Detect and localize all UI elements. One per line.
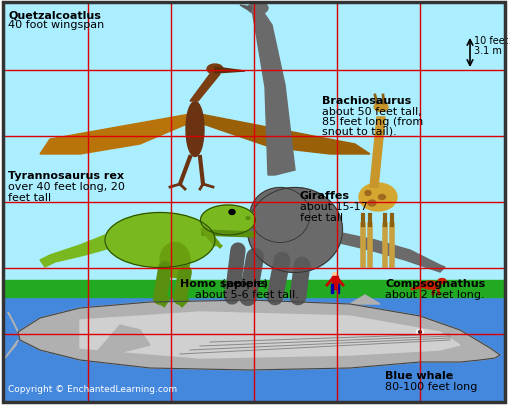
- Ellipse shape: [201, 205, 256, 235]
- Bar: [5, 280, 503, 297]
- Text: Giraffes: Giraffes: [300, 190, 350, 200]
- Ellipse shape: [247, 188, 342, 273]
- Ellipse shape: [417, 330, 424, 335]
- Bar: [5, 297, 503, 400]
- Ellipse shape: [365, 191, 371, 196]
- Text: over 40 feet long, 20: over 40 feet long, 20: [8, 181, 125, 192]
- Ellipse shape: [438, 279, 446, 284]
- Text: Homo sapiens: Homo sapiens: [180, 278, 268, 288]
- Text: 85 feet long (from: 85 feet long (from: [322, 117, 423, 127]
- Ellipse shape: [374, 103, 388, 112]
- Bar: [331, 284, 333, 293]
- Polygon shape: [340, 233, 445, 272]
- Ellipse shape: [105, 213, 215, 268]
- Polygon shape: [370, 118, 385, 188]
- Bar: [332, 276, 338, 289]
- Ellipse shape: [246, 217, 250, 220]
- Polygon shape: [202, 230, 255, 237]
- Text: Quetzalcoatlus: Quetzalcoatlus: [8, 10, 101, 20]
- Text: about 5-6 feet tall.: about 5-6 feet tall.: [195, 289, 299, 299]
- Text: 40 foot wingspan: 40 foot wingspan: [8, 20, 104, 30]
- Polygon shape: [18, 300, 500, 370]
- Ellipse shape: [250, 188, 310, 243]
- Text: feet tall: feet tall: [8, 192, 51, 202]
- Text: about 2 feet long.: about 2 feet long.: [385, 289, 485, 299]
- Ellipse shape: [186, 102, 204, 157]
- Text: Brachiosaurus: Brachiosaurus: [322, 96, 411, 106]
- Ellipse shape: [419, 331, 422, 334]
- Polygon shape: [40, 115, 190, 155]
- Text: about 50 feet tall,: about 50 feet tall,: [322, 107, 422, 117]
- Bar: [5, 5, 503, 280]
- Text: 80-100 feet long: 80-100 feet long: [385, 381, 478, 391]
- Polygon shape: [350, 295, 380, 304]
- Ellipse shape: [229, 210, 235, 215]
- Text: Tyrannosaurus rex: Tyrannosaurus rex: [8, 171, 124, 181]
- Text: feet tall: feet tall: [300, 213, 343, 222]
- Ellipse shape: [378, 195, 386, 200]
- Ellipse shape: [207, 65, 223, 75]
- Text: 10 feet: 10 feet: [474, 36, 508, 46]
- Text: Copyright © EnchantedLearning.com: Copyright © EnchantedLearning.com: [8, 384, 177, 393]
- Text: Compsognathus: Compsognathus: [385, 278, 485, 288]
- Polygon shape: [190, 75, 220, 102]
- Ellipse shape: [160, 243, 190, 278]
- Polygon shape: [8, 312, 18, 332]
- Ellipse shape: [359, 183, 397, 211]
- Text: Blue whale: Blue whale: [385, 370, 453, 380]
- Text: about 15-17: about 15-17: [300, 202, 368, 211]
- Polygon shape: [252, 11, 295, 175]
- Bar: [337, 284, 339, 293]
- Polygon shape: [90, 325, 150, 360]
- Polygon shape: [80, 312, 460, 358]
- Polygon shape: [5, 340, 18, 358]
- Text: snout to tail).: snout to tail).: [322, 127, 397, 136]
- Text: (people): (people): [218, 278, 268, 288]
- Ellipse shape: [368, 200, 376, 207]
- Polygon shape: [240, 6, 252, 12]
- Text: 3.1 m: 3.1 m: [474, 46, 502, 56]
- Ellipse shape: [422, 281, 438, 289]
- Ellipse shape: [333, 273, 337, 278]
- Polygon shape: [200, 115, 370, 155]
- Polygon shape: [215, 68, 245, 74]
- Ellipse shape: [248, 3, 268, 15]
- Polygon shape: [40, 235, 110, 267]
